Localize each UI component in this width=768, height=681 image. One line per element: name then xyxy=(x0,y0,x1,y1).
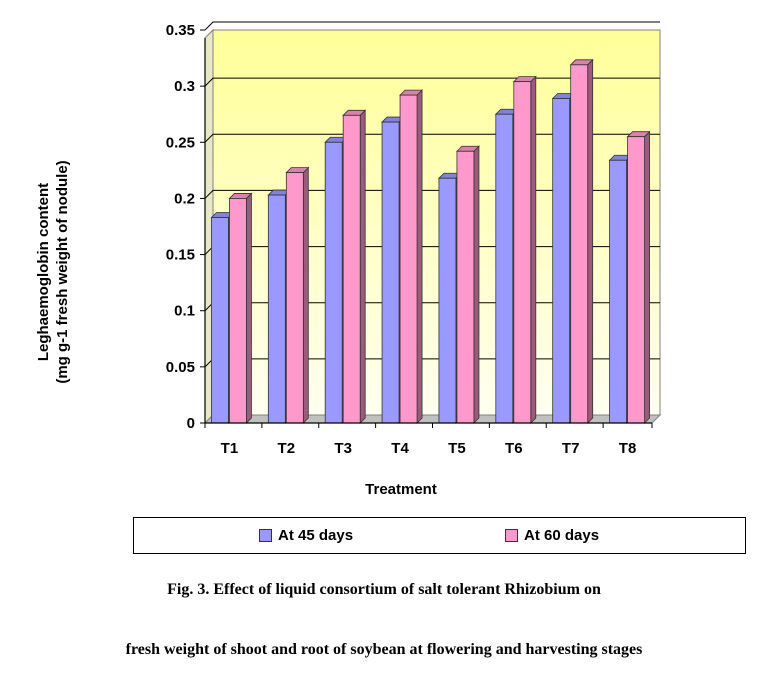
x-tick-label-T8: T8 xyxy=(619,440,637,457)
legend-item-45-days: At 45 days xyxy=(259,527,353,544)
x-tick-labels: T1 T2 T3 T4 T5 T6 T7 T8 xyxy=(204,423,653,457)
legend-swatch-45-days xyxy=(259,529,272,542)
gridline xyxy=(204,77,660,87)
legend-label-60-days: At 60 days xyxy=(524,527,600,544)
x-axis-title: Treatment xyxy=(365,481,437,498)
x-tick-label-T3: T3 xyxy=(334,440,352,457)
y-tick-labels: 0 0.05 0.1 0.15 0.2 0.25 0.3 0.35 xyxy=(166,22,205,432)
bar-T1-60-days xyxy=(228,192,253,424)
x-tick-label-T4: T4 xyxy=(391,440,409,457)
bar-T3-60-days xyxy=(342,109,367,424)
legend-swatch-60-days xyxy=(505,529,518,542)
bar-T7-60-days xyxy=(569,58,594,424)
bar-T6-60-days xyxy=(512,75,537,424)
bar-T4-60-days xyxy=(399,89,424,424)
y-tick-label: 0.05 xyxy=(166,359,195,376)
x-tick-label-T1: T1 xyxy=(221,440,239,457)
y-tick-label: 0 xyxy=(187,415,195,432)
gridline xyxy=(204,21,660,31)
figure-caption-line2: fresh weight of shoot and root of soybea… xyxy=(125,641,643,658)
x-tick-label-T6: T6 xyxy=(505,440,523,457)
bar-T2-60-days xyxy=(285,166,310,424)
figure-caption-line1: Fig. 3. Effect of liquid consortium of s… xyxy=(167,581,601,598)
y-axis-title-line1: Leghaemoglobin content xyxy=(35,183,52,361)
legend-label-45-days: At 45 days xyxy=(278,527,354,544)
x-tick-label-T7: T7 xyxy=(562,440,580,457)
y-tick-label: 0.35 xyxy=(166,22,195,39)
y-tick-label: 0.1 xyxy=(174,303,195,320)
y-tick-label: 0.25 xyxy=(166,134,195,151)
y-tick-label: 0.2 xyxy=(174,190,195,207)
axes xyxy=(204,38,652,424)
bar-T8-60-days xyxy=(626,130,651,424)
bar-T5-60-days xyxy=(455,145,480,424)
y-axis-title-line2: (mg g-1 fresh weight of nodule) xyxy=(54,160,71,383)
x-tick-label-T5: T5 xyxy=(448,440,466,457)
x-tick-label-T2: T2 xyxy=(278,440,296,457)
legend-item-60-days: At 60 days xyxy=(505,527,599,544)
legend: At 45 days At 60 days xyxy=(133,517,746,554)
y-tick-label: 0.15 xyxy=(166,247,195,264)
y-tick-label: 0.3 xyxy=(174,78,195,95)
bar-chart: 00.050.10.150.20.250.30.35 T1 T2 T3 T4 T5 T6 T… xyxy=(35,21,662,498)
